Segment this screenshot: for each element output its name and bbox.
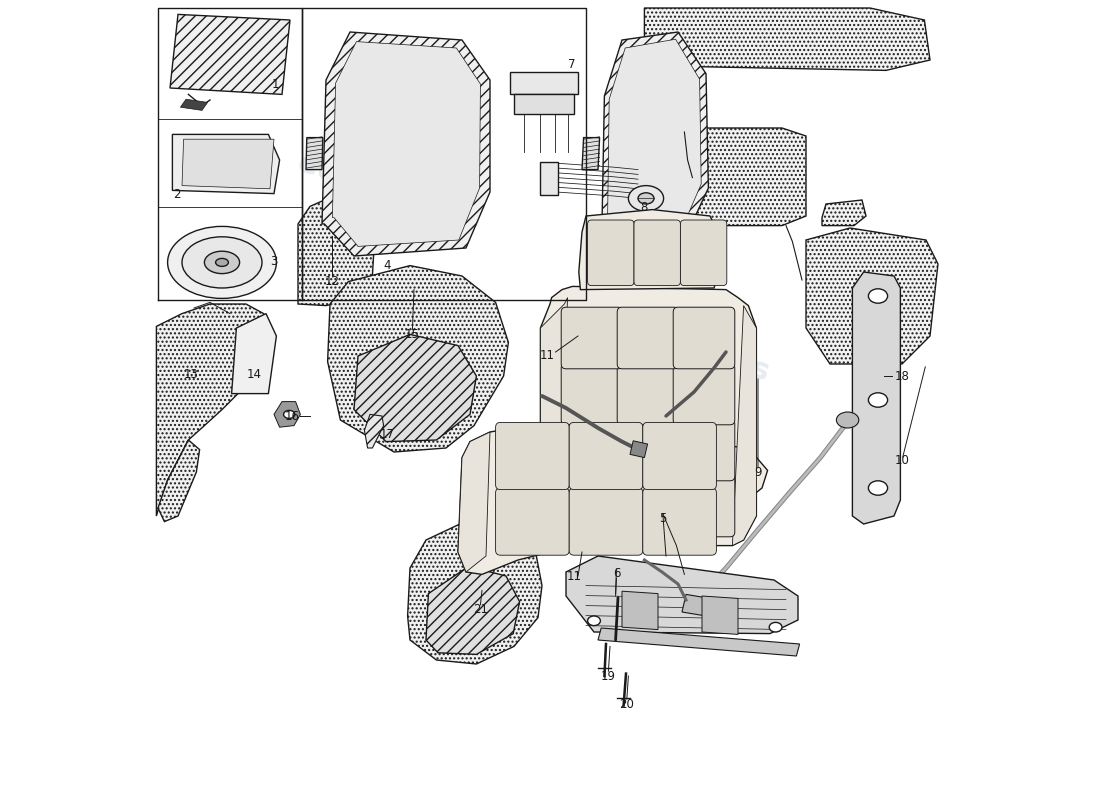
Text: 6: 6 (613, 567, 620, 580)
Text: 1: 1 (272, 78, 279, 90)
Polygon shape (274, 402, 300, 427)
Ellipse shape (205, 251, 240, 274)
Polygon shape (540, 286, 757, 546)
Ellipse shape (868, 481, 888, 495)
Text: 5: 5 (659, 512, 667, 525)
FancyBboxPatch shape (569, 488, 642, 555)
Polygon shape (173, 134, 279, 194)
Text: 11: 11 (540, 349, 556, 362)
Text: eurospares: eurospares (294, 149, 486, 235)
FancyBboxPatch shape (496, 422, 569, 490)
Polygon shape (582, 138, 600, 170)
Text: 19: 19 (601, 670, 616, 682)
Ellipse shape (628, 186, 663, 211)
Polygon shape (156, 304, 268, 516)
Polygon shape (645, 66, 684, 128)
Polygon shape (702, 596, 738, 634)
FancyBboxPatch shape (587, 220, 634, 286)
Text: 11: 11 (566, 570, 582, 582)
Polygon shape (182, 139, 274, 189)
Ellipse shape (638, 193, 654, 204)
Polygon shape (332, 42, 481, 246)
Text: 7: 7 (568, 58, 575, 70)
FancyBboxPatch shape (681, 220, 727, 286)
Polygon shape (426, 566, 519, 654)
FancyBboxPatch shape (561, 419, 623, 481)
FancyBboxPatch shape (561, 363, 623, 425)
Text: 21: 21 (473, 603, 488, 616)
Polygon shape (607, 39, 701, 238)
Polygon shape (630, 441, 648, 458)
Text: 2: 2 (174, 188, 180, 201)
Polygon shape (514, 94, 574, 114)
Text: 13: 13 (184, 368, 199, 381)
Ellipse shape (167, 226, 276, 298)
Polygon shape (328, 266, 508, 452)
FancyBboxPatch shape (617, 475, 679, 537)
Ellipse shape (587, 616, 601, 626)
FancyBboxPatch shape (569, 422, 642, 490)
Polygon shape (364, 414, 384, 448)
Polygon shape (621, 591, 658, 630)
FancyBboxPatch shape (561, 307, 623, 369)
Text: 4: 4 (384, 259, 392, 272)
Text: 3: 3 (271, 255, 277, 268)
Text: 17: 17 (379, 428, 394, 441)
Ellipse shape (868, 393, 888, 407)
Ellipse shape (182, 237, 262, 288)
Ellipse shape (769, 622, 782, 632)
Polygon shape (682, 594, 710, 616)
Text: 10: 10 (894, 454, 910, 466)
Text: eurospares: eurospares (582, 301, 774, 387)
Text: 18: 18 (894, 370, 910, 382)
Polygon shape (232, 314, 276, 394)
FancyBboxPatch shape (673, 307, 735, 369)
Polygon shape (806, 228, 938, 364)
Text: 16: 16 (285, 410, 300, 422)
Text: 14: 14 (246, 368, 262, 381)
Ellipse shape (868, 289, 888, 303)
FancyBboxPatch shape (634, 220, 681, 286)
Text: 9: 9 (755, 466, 761, 478)
FancyBboxPatch shape (496, 488, 569, 555)
Polygon shape (598, 628, 800, 656)
Polygon shape (180, 99, 208, 110)
FancyBboxPatch shape (642, 422, 716, 490)
FancyBboxPatch shape (617, 419, 679, 481)
Polygon shape (298, 198, 374, 306)
Polygon shape (540, 162, 558, 195)
Polygon shape (645, 8, 930, 70)
Polygon shape (822, 200, 866, 226)
Polygon shape (540, 298, 568, 524)
Polygon shape (322, 32, 490, 256)
Ellipse shape (216, 258, 229, 266)
Text: 15: 15 (405, 328, 420, 341)
Polygon shape (458, 426, 768, 574)
Polygon shape (354, 334, 476, 442)
Polygon shape (852, 272, 901, 524)
FancyBboxPatch shape (642, 488, 716, 555)
Polygon shape (652, 128, 806, 226)
Polygon shape (158, 440, 199, 522)
Text: 8: 8 (640, 201, 648, 214)
Polygon shape (602, 32, 708, 244)
FancyBboxPatch shape (617, 363, 679, 425)
Polygon shape (566, 556, 798, 634)
Ellipse shape (836, 412, 859, 428)
Polygon shape (170, 14, 290, 94)
FancyBboxPatch shape (673, 475, 735, 537)
Polygon shape (408, 520, 542, 664)
Text: 12: 12 (324, 275, 340, 288)
Text: 20: 20 (619, 698, 635, 710)
FancyBboxPatch shape (673, 363, 735, 425)
Ellipse shape (284, 410, 295, 418)
FancyBboxPatch shape (617, 307, 679, 369)
Polygon shape (510, 72, 578, 94)
FancyBboxPatch shape (561, 475, 623, 537)
Polygon shape (579, 210, 719, 290)
FancyBboxPatch shape (673, 419, 735, 481)
Polygon shape (458, 432, 490, 572)
Polygon shape (306, 138, 322, 170)
Polygon shape (733, 306, 757, 546)
